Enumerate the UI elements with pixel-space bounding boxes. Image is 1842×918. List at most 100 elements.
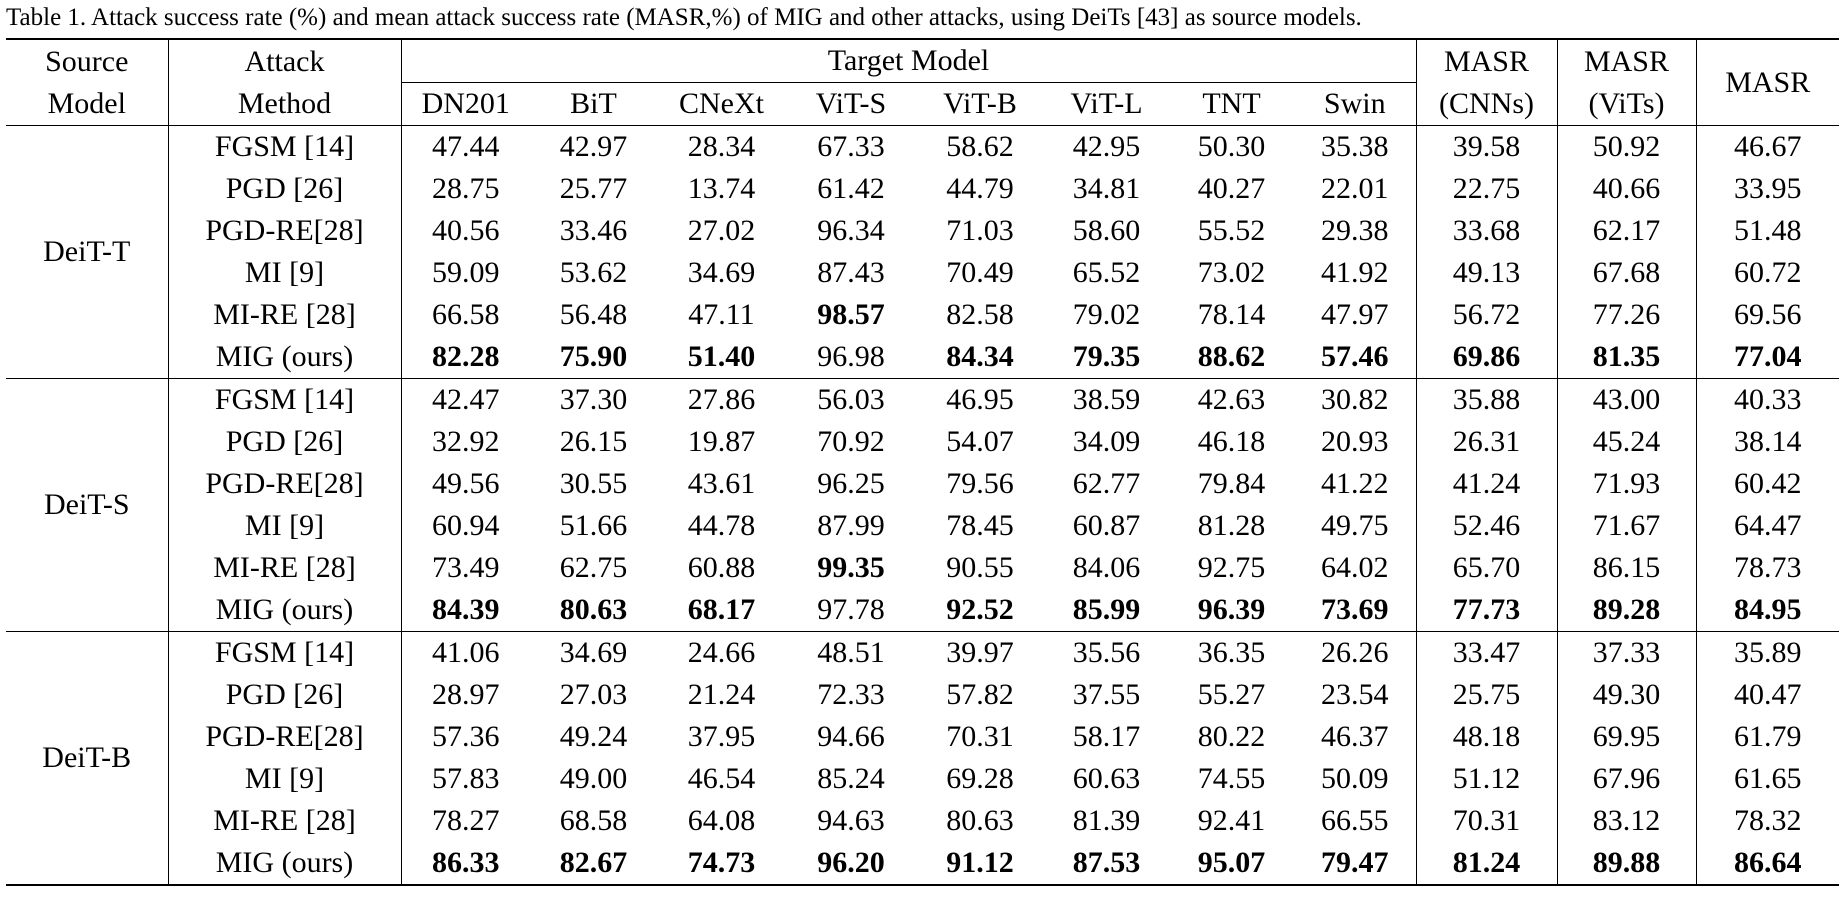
value-cell: 36.35 xyxy=(1169,631,1294,674)
value-cell: 84.95 xyxy=(1734,593,1802,626)
value-cell: 34.09 xyxy=(1072,425,1141,458)
method-cell: MI-RE [28] xyxy=(168,800,402,842)
value-cell: 40.66 xyxy=(1557,168,1697,210)
header-cell: ViT-S xyxy=(786,82,916,126)
value-cell: 71.93 xyxy=(1557,463,1697,505)
source-model-cell: DeiT-B xyxy=(6,631,169,886)
value-cell: 70.31 xyxy=(1416,800,1558,842)
value-cell: 64.08 xyxy=(687,804,756,837)
method-cell: PGD-RE[28] xyxy=(168,210,402,252)
header-line: MASR xyxy=(1443,44,1530,78)
method-cell: MI [9] xyxy=(168,505,402,547)
value-cell: 44.78 xyxy=(687,509,756,542)
value-cell: 81.35 xyxy=(1557,336,1697,379)
value-cell: 60.94 xyxy=(432,509,500,542)
value-cell: 60.63 xyxy=(1072,762,1141,795)
header-cell: MASR (CNNs) xyxy=(1416,38,1558,126)
value-cell: 60.72 xyxy=(1734,256,1802,289)
value-cell: 69.28 xyxy=(946,762,1014,795)
value-cell: 80.63 xyxy=(559,593,628,626)
table-row: MIG (ours) 84.39 80.63 68.17 97.78 92.52 85.99… xyxy=(6,589,1839,632)
value-cell: 49.24 xyxy=(559,720,628,753)
value-cell: 92.75 xyxy=(1197,551,1266,584)
value-cell: 34.69 xyxy=(530,631,657,674)
header-cell: BiT xyxy=(530,82,657,126)
value-cell: 67.68 xyxy=(1557,252,1697,294)
value-cell: 19.87 xyxy=(687,425,756,458)
value-cell: 40.56 xyxy=(432,214,500,247)
value-cell: 86.33 xyxy=(401,842,530,886)
value-cell: 43.00 xyxy=(1557,378,1697,421)
header-line: MASR xyxy=(1583,44,1670,78)
method-cell: FGSM [14] xyxy=(168,125,402,168)
value-cell: 67.33 xyxy=(817,130,885,163)
value-cell: 68.17 xyxy=(687,593,756,626)
value-cell: 57.82 xyxy=(946,678,1014,711)
header-cell: MASR (ViTs) xyxy=(1557,38,1697,126)
value-cell: 28.34 xyxy=(687,130,756,163)
value-cell: 78.14 xyxy=(1197,298,1266,331)
value-cell: 55.27 xyxy=(1197,678,1266,711)
value-cell: 56.48 xyxy=(559,298,628,331)
header-cell: CNeXt xyxy=(657,82,786,126)
value-cell: 60.87 xyxy=(1072,509,1141,542)
value-cell: 80.22 xyxy=(1197,720,1266,753)
value-cell: 38.14 xyxy=(1734,425,1802,458)
value-cell: 24.66 xyxy=(657,631,786,674)
value-cell: 46.54 xyxy=(687,762,756,795)
header-cell: Swin xyxy=(1294,82,1417,126)
value-cell: 62.77 xyxy=(1072,467,1141,500)
value-cell: 78.45 xyxy=(946,509,1014,542)
value-cell: 39.58 xyxy=(1416,125,1558,168)
value-cell: 81.28 xyxy=(1197,509,1266,542)
source-model-cell: DeiT-S xyxy=(6,378,169,632)
value-cell: 83.12 xyxy=(1557,800,1697,842)
value-cell: 73.02 xyxy=(1197,256,1266,289)
header-cell: MASR xyxy=(1696,38,1839,126)
value-cell: 66.58 xyxy=(432,298,500,331)
value-cell: 64.47 xyxy=(1734,509,1802,542)
value-cell: 57.83 xyxy=(432,762,500,795)
value-cell: 88.62 xyxy=(1197,340,1266,373)
value-cell: 54.07 xyxy=(946,425,1014,458)
method-cell: PGD [26] xyxy=(168,421,402,463)
table-row: PGD [26] 32.92 26.15 19.87 70.92 54.07 34.09 46… xyxy=(6,421,1839,463)
value-cell: 33.47 xyxy=(1416,631,1558,674)
value-cell: 35.88 xyxy=(1416,378,1558,421)
value-cell: 40.47 xyxy=(1734,678,1802,711)
value-cell: 34.81 xyxy=(1072,172,1141,205)
value-cell: 65.52 xyxy=(1072,256,1141,289)
table-row: MI [9] 59.09 53.62 34.69 87.43 70.49 65.52 73.0… xyxy=(6,252,1839,294)
value-cell: 73.69 xyxy=(1294,589,1417,632)
value-cell: 86.15 xyxy=(1557,547,1697,589)
value-cell: 96.25 xyxy=(817,467,885,500)
value-cell: 47.11 xyxy=(688,298,755,331)
table-row: DeiT-S FGSM [14] 42.47 37.30 27.86 56.03 46.95… xyxy=(6,378,1839,632)
value-cell: 72.33 xyxy=(817,678,885,711)
value-cell: 47.44 xyxy=(432,130,500,163)
value-cell: 22.75 xyxy=(1416,168,1558,210)
method-cell: FGSM [14] xyxy=(168,378,402,421)
value-cell: 84.34 xyxy=(946,340,1014,373)
value-cell: 69.56 xyxy=(1734,298,1802,331)
value-cell: 50.30 xyxy=(1197,130,1266,163)
header-row: DN201 BiT CNeXt ViT-S ViT-B ViT-L TNT Swin xyxy=(6,82,1839,126)
table-row: MIG (ours) 86.33 82.67 74.73 96.20 91.12 87.53… xyxy=(6,842,1839,886)
value-cell: 79.84 xyxy=(1197,467,1266,500)
value-cell: 49.13 xyxy=(1416,252,1558,294)
value-cell: 92.52 xyxy=(946,593,1014,626)
value-cell: 51.40 xyxy=(687,340,756,373)
value-cell: 85.24 xyxy=(817,762,885,795)
table-row: MIG (ours) 82.28 75.90 51.40 96.98 84.34 79.35… xyxy=(6,336,1839,379)
value-cell: 51.66 xyxy=(559,509,628,542)
value-cell: 99.35 xyxy=(817,551,885,584)
header-line: Model xyxy=(47,86,126,120)
value-cell: 38.59 xyxy=(1044,378,1169,421)
table-row: PGD [26] 28.75 25.77 13.74 61.42 44.79 34.81 40… xyxy=(6,168,1839,210)
value-cell: 78.32 xyxy=(1734,804,1802,837)
value-cell: 27.86 xyxy=(657,378,786,421)
method-cell: MIG (ours) xyxy=(168,589,402,632)
value-cell: 35.56 xyxy=(1044,631,1169,674)
value-cell: 42.97 xyxy=(559,130,628,163)
